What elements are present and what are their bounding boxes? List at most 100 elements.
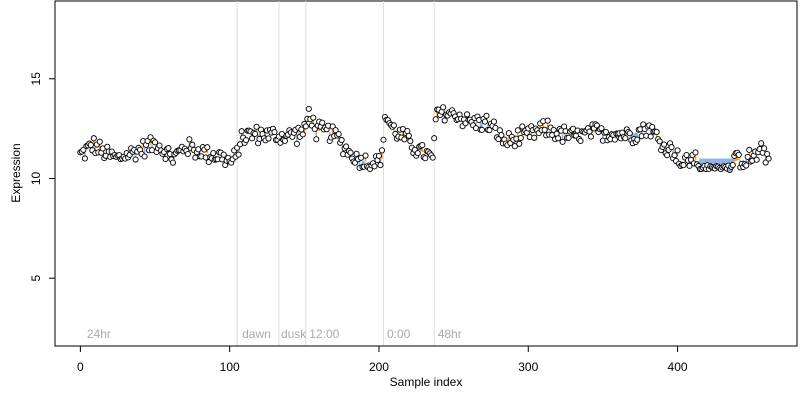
plot-frame — [54, 0, 798, 347]
data-point — [622, 135, 629, 142]
data-point — [432, 116, 439, 123]
data-point — [210, 150, 217, 157]
data-point — [565, 134, 572, 141]
data-point — [758, 140, 765, 147]
data-point — [753, 156, 760, 163]
x-tick-label: 200 — [369, 360, 389, 374]
y-tick-label: 10 — [29, 171, 43, 185]
data-point — [377, 162, 384, 169]
data-point — [353, 150, 360, 157]
data-point — [332, 127, 339, 134]
data-point — [302, 123, 309, 130]
data-point — [664, 152, 671, 159]
data-point — [483, 112, 490, 119]
data-point — [293, 140, 300, 147]
data-point — [761, 145, 768, 152]
region-label: 24hr — [87, 327, 111, 341]
data-point — [362, 152, 369, 159]
data-point — [169, 159, 176, 166]
data-point — [674, 147, 681, 154]
data-point — [151, 139, 159, 146]
data-point — [407, 138, 414, 145]
data-point — [611, 136, 618, 143]
data-point — [422, 155, 429, 162]
data-point — [305, 105, 312, 112]
data-point — [310, 114, 317, 121]
data-point — [253, 123, 260, 130]
boundary-lines — [236, 1, 435, 346]
data-point — [299, 131, 306, 138]
data-point — [204, 144, 211, 151]
data-point — [478, 126, 486, 133]
data-point — [343, 143, 350, 150]
data-point — [338, 136, 345, 144]
data-point — [378, 147, 386, 154]
data-point — [544, 117, 551, 124]
data-point — [492, 124, 499, 131]
x-tick-label: 400 — [668, 360, 688, 374]
data-point — [235, 151, 242, 158]
data-point — [440, 104, 447, 111]
data-point — [517, 134, 524, 141]
data-point — [419, 141, 426, 149]
data-point — [347, 149, 354, 156]
data-point — [511, 143, 518, 150]
region-label: dawn — [242, 327, 271, 341]
data-point — [186, 136, 193, 143]
data-point — [252, 130, 259, 137]
data-point — [516, 140, 523, 147]
data-point — [541, 126, 548, 133]
data-point — [184, 150, 191, 158]
data-point — [498, 131, 505, 139]
data-point — [375, 152, 383, 159]
data-point — [243, 137, 250, 144]
x-axis-title: Sample index — [390, 375, 463, 389]
data-point — [429, 154, 436, 161]
region-label: 12:00 — [309, 327, 339, 341]
data-point — [189, 141, 196, 148]
x-tick-label: 0 — [77, 360, 84, 374]
data-point — [390, 122, 397, 129]
data-point — [743, 162, 750, 169]
data-point — [249, 135, 256, 142]
data-point — [647, 133, 654, 140]
data-point — [519, 123, 526, 130]
data-point — [335, 131, 342, 138]
data-point — [486, 127, 493, 134]
data-point — [626, 130, 633, 137]
data-point — [431, 135, 438, 142]
data-points — [77, 104, 772, 173]
data-point — [495, 136, 502, 143]
data-point — [680, 161, 687, 169]
data-point — [735, 151, 742, 158]
data-point — [598, 125, 605, 132]
data-point — [587, 133, 595, 140]
data-point — [686, 162, 693, 169]
data-point — [765, 155, 772, 162]
data-point — [90, 135, 97, 142]
data-point — [414, 150, 421, 157]
data-point — [762, 159, 769, 166]
x-tick-label: 300 — [518, 360, 538, 374]
data-point — [490, 118, 497, 125]
y-tick-label: 5 — [29, 275, 43, 282]
data-point — [692, 149, 699, 156]
region-label: dusk — [281, 327, 307, 341]
data-point — [220, 151, 227, 158]
data-point — [162, 155, 169, 163]
data-point — [555, 135, 562, 142]
data-point — [281, 137, 288, 144]
data-point — [96, 138, 103, 145]
data-point — [729, 161, 736, 169]
data-point — [141, 153, 148, 160]
data-point — [668, 144, 675, 151]
data-point — [653, 128, 660, 135]
data-point — [380, 136, 387, 143]
y-axis-title: Expression — [9, 143, 23, 202]
data-point — [156, 142, 163, 149]
data-point — [319, 119, 326, 126]
data-point — [531, 134, 538, 141]
data-point — [371, 163, 378, 170]
data-point — [405, 132, 412, 139]
